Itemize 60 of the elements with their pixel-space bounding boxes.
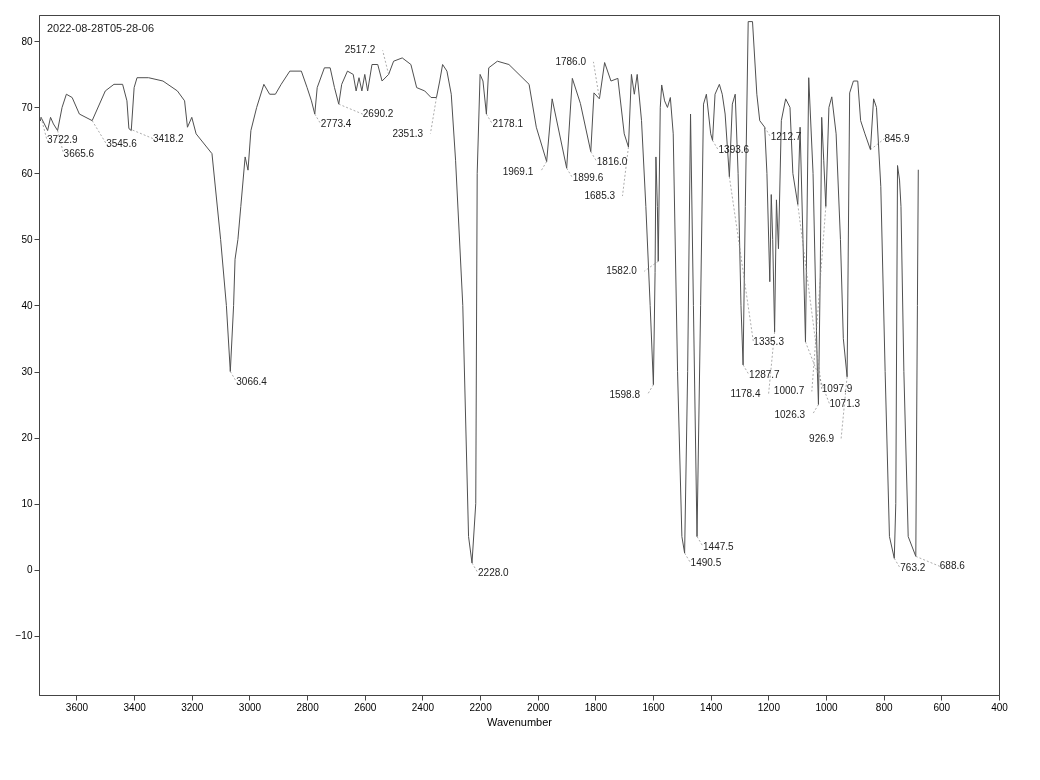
annotation: 1598.8: [609, 388, 641, 400]
annotation: 1816.0: [596, 155, 628, 167]
annotation: 688.6: [939, 560, 966, 572]
annotation: 2773.4: [320, 118, 352, 130]
x-tick-label: 800: [875, 701, 893, 713]
annotation: 763.2: [900, 562, 926, 574]
x-tick-label: 3400: [123, 701, 147, 713]
x-tick-label: 2000: [527, 701, 550, 713]
x-tick-label: 2400: [411, 701, 435, 713]
annotation: 2690.2: [362, 108, 394, 120]
annotation: 3066.4: [236, 375, 268, 387]
annotation: 1097.9: [821, 383, 853, 395]
annotation: 1335.3: [753, 335, 785, 347]
annotation: 845.9: [884, 132, 910, 144]
annotation: 1582.0: [606, 265, 638, 277]
annotation: 926.9: [809, 432, 835, 444]
annotation: 3722.9: [47, 134, 79, 146]
x-tick-label: 1600: [642, 701, 666, 713]
annotation: 1000.7: [773, 385, 805, 397]
annotation: 1969.1: [502, 165, 534, 177]
y-tick-label: −10: [15, 630, 33, 642]
x-tick-label: 3200: [181, 701, 204, 713]
x-tick-label: 2800: [296, 701, 320, 713]
x-tick-label: 2200: [469, 701, 493, 713]
annotation: 3545.6: [106, 137, 138, 149]
annotation: 3418.2: [152, 132, 184, 144]
y-tick-label: 20: [21, 432, 33, 444]
annotation: 2022-08-28T05-28-06: [47, 22, 155, 34]
y-tick-label: 10: [21, 498, 33, 510]
x-tick-label: 400: [991, 701, 1009, 713]
annotation: 2228.0: [478, 566, 510, 578]
annotation: 2517.2: [344, 44, 376, 56]
annotation: 1685.3: [584, 190, 616, 202]
x-tick-label: 1800: [584, 701, 608, 713]
y-tick-label: 30: [21, 366, 33, 377]
annotation: 3665.6: [63, 147, 95, 159]
y-tick-label: 60: [21, 167, 33, 179]
annotation: 1026.3: [774, 408, 806, 420]
x-tick-label: 1400: [700, 701, 723, 713]
x-axis-title: Wavenumber: [486, 715, 553, 728]
annotation: 1178.4: [730, 387, 761, 399]
annotation: 1071.3: [829, 397, 861, 409]
annotation: 1786.0: [555, 55, 587, 67]
annotation: 1287.7: [749, 368, 781, 380]
x-tick-label: 3600: [65, 701, 89, 713]
x-tick-label: 3000: [238, 701, 262, 713]
x-tick-label: 2600: [354, 701, 377, 713]
annotation: 1899.6: [572, 172, 604, 184]
x-tick-label: 600: [933, 701, 951, 713]
annotation: 1447.5: [703, 540, 735, 552]
annotation: 1490.5: [690, 557, 722, 569]
annotation: 2351.3: [392, 127, 424, 139]
x-tick-label: 1000: [815, 701, 839, 713]
y-tick-label: 40: [21, 299, 33, 311]
y-tick-label: 80: [21, 35, 33, 47]
y-tick-label: 0: [26, 564, 33, 576]
y-tick-label: 70: [21, 101, 33, 113]
annotation: 2178.1: [492, 118, 524, 130]
y-tick-label: 50: [21, 233, 33, 245]
x-tick-label: 1200: [757, 701, 781, 713]
